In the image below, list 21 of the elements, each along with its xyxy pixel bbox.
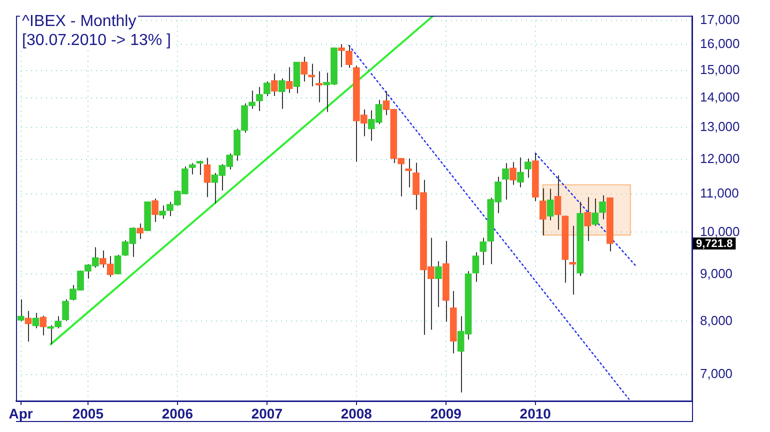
x-tick-label: 2008 — [340, 405, 372, 422]
y-tick-label: 10,000 — [700, 224, 740, 239]
y-tick-label: 17,000 — [700, 12, 740, 28]
x-tick-label: Apr — [8, 405, 34, 422]
text: 9,721.8 — [696, 238, 733, 250]
y-tick-label: 12,000 — [700, 151, 740, 166]
y-tick-label: 11,000 — [700, 186, 739, 201]
x-tick-label: 2009 — [430, 405, 462, 422]
y-tick-label: 15,000 — [700, 62, 740, 77]
y-tick-label: 9,000 — [700, 266, 733, 281]
y-tick-label: 14,000 — [700, 90, 740, 105]
x-tick-label: 2005 — [72, 405, 104, 422]
x-tick-label: 2007 — [251, 405, 283, 422]
y-tick-label: 8,000 — [700, 312, 733, 328]
y-tick-label: 13,000 — [700, 119, 740, 134]
y-tick-label: 16,000 — [700, 36, 740, 52]
chart-title: ^IBEX - Monthly — [20, 12, 138, 31]
x-tick-label: 2010 — [520, 405, 552, 422]
y-tick-label: 7,000 — [700, 366, 733, 382]
x-tick-label: 2006 — [162, 405, 194, 422]
text: [30.07.2010 -> 13% ] — [20, 31, 173, 50]
